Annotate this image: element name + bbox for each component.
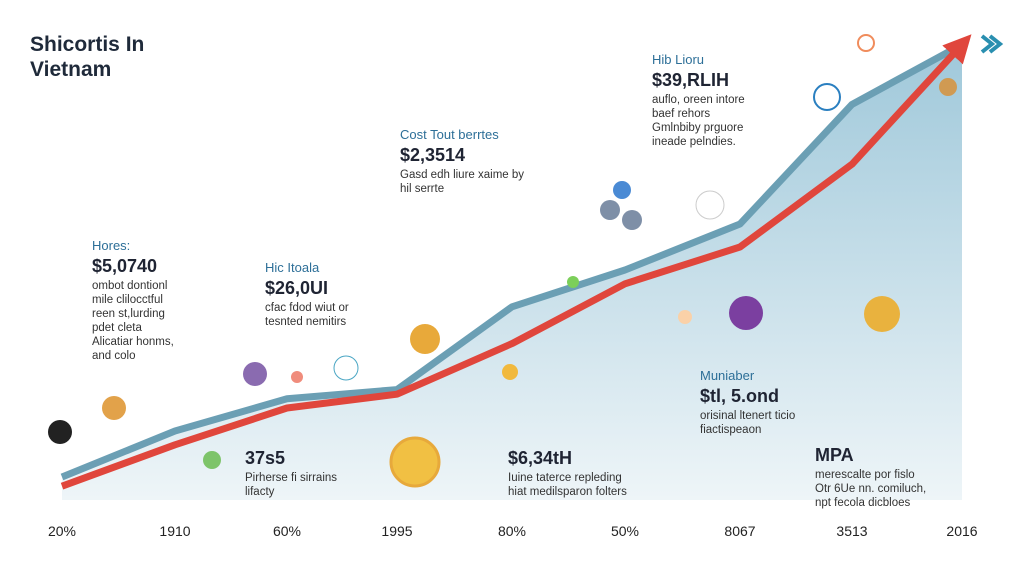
annotation: Hib Lioru $39,RLIH auflo, oreen intore baef… — [652, 52, 745, 149]
annotation-text: auflo, oreen intore — [652, 94, 745, 106]
annotation-text: Otr 6Ue nn. comiluch, — [815, 483, 927, 495]
annotation-label: Hic Itoala — [265, 260, 320, 275]
annotation-text: hil serrte — [400, 183, 445, 195]
annotation-text: hiat medilsparon folters — [508, 486, 627, 498]
annotation-text: Gmlnbiby prguore — [652, 122, 744, 134]
annotation-text: mile clilocctful — [92, 294, 163, 306]
annotation-text: cfac fdod wiut or — [265, 302, 349, 314]
annotation-label: Cost Tout berrtes — [400, 127, 499, 142]
annotation-value: $6,34tH — [508, 448, 573, 468]
line — [60, 34, 972, 490]
annotation: Hic Itoala $26,0UI cfac fdod wiut or tesnte… — [265, 260, 349, 329]
x-tick-label: 20% — [48, 523, 76, 539]
annotation-text: ombot dontionl — [92, 280, 168, 292]
annotation: 37s5 Pirherse fi sirrains lifacty — [245, 448, 337, 499]
x-tick-label: 1910 — [159, 523, 190, 539]
x-tick-label: 8067 — [724, 523, 755, 539]
area — [62, 44, 962, 500]
x-tick-label: 2016 — [946, 523, 977, 539]
annotation-text: Gasd edh liure xaime by — [400, 169, 525, 181]
annotation: Cost Tout berrtes $2,3514 Gasd edh liure x… — [400, 127, 524, 196]
annotation-text: and colo — [92, 350, 136, 362]
annotation: Hores: $5,0740 ombot dontionl mile clilocct… — [92, 238, 174, 363]
annotation-value: MPA — [815, 445, 854, 465]
annotation-text: ineade pelndies. — [652, 136, 736, 148]
annotation-label: Hib Lioru — [652, 52, 705, 67]
decorative-icons — [48, 34, 1004, 488]
annotation-value: $2,3514 — [400, 145, 466, 165]
annotation-value: $tl, 5.ond — [700, 386, 780, 406]
annotation-text: fiactispeaon — [700, 424, 762, 436]
annotation-text: npt fecola dicbloes — [815, 497, 911, 509]
annotation: $6,34tH Iuine taterce repleding hiat medil… — [508, 448, 627, 499]
x-tick-label: 80% — [498, 523, 526, 539]
annotation-text: Iuine taterce repleding — [508, 472, 622, 484]
annotation-value: $39,RLIH — [652, 70, 730, 90]
annotation-text: reen st,lurding — [92, 308, 165, 320]
x-tick-label: 1995 — [381, 523, 412, 539]
line — [60, 41, 964, 481]
annotation-value: $26,0UI — [265, 278, 329, 298]
annotation-text: lifacty — [245, 486, 275, 498]
annotation-label: Muniaber — [700, 368, 755, 383]
x-tick-label: 50% — [611, 523, 639, 539]
x-tick-label: 3513 — [836, 523, 867, 539]
annotation-text: Alicatiar honms, — [92, 336, 174, 348]
x-tick-label: 60% — [273, 523, 301, 539]
chart-title: Shicortis In Vietnam — [30, 33, 145, 81]
annotation-text: baef rehors — [652, 108, 711, 120]
annotation-text: Pirherse fi sirrains — [245, 472, 338, 484]
annotation: Muniaber $tl, 5.ond orisinal ltenert ticio… — [700, 368, 795, 437]
annotation-text: pdet cleta — [92, 322, 142, 334]
annotation-value: $5,0740 — [92, 256, 158, 276]
annotation: MPA merescalte por fislo Otr 6Ue nn. comil… — [815, 445, 926, 510]
annotation-text: orisinal ltenert ticio — [700, 410, 796, 422]
annotation-text: tesnted nemitirs — [265, 316, 347, 328]
annotation-text: merescalte por fislo — [815, 469, 915, 481]
annotation-label: Hores: — [92, 238, 131, 253]
annotation-value: 37s5 — [245, 448, 286, 468]
